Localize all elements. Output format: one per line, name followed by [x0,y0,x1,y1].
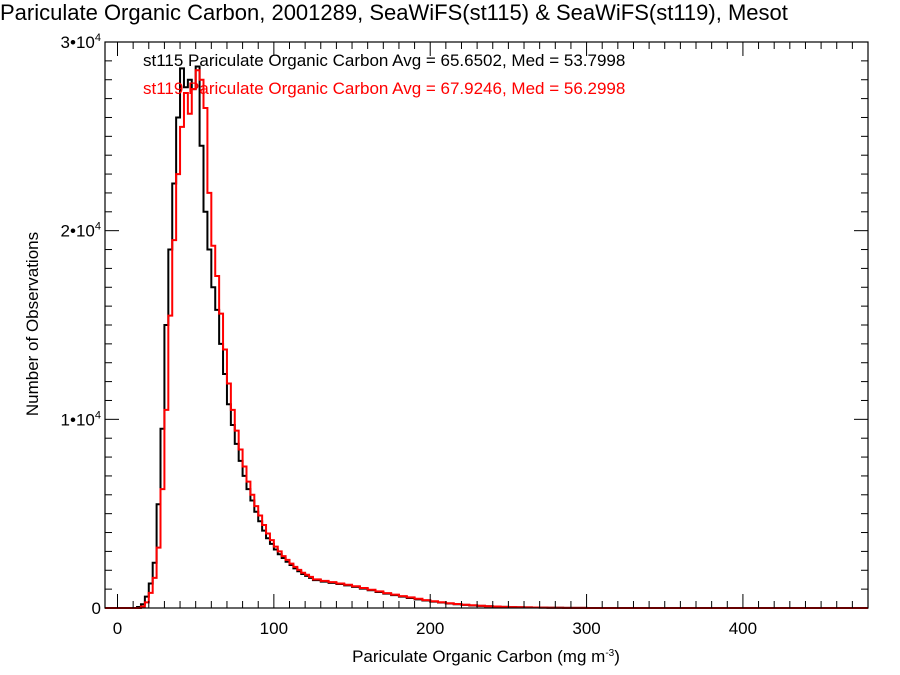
axes: 0 100 200 300 400 0 1•104 2•104 3•104 [61,32,869,638]
x-tick-label: 100 [260,619,288,638]
x-tick-label: 400 [729,619,757,638]
legend-st119: st119 Pariculate Organic Carbon Avg = 67… [143,79,625,98]
plot-area [105,65,868,609]
y-axis-label: Number of Observations [23,232,42,416]
y-tick-label: 0 [92,599,101,618]
x-tick-label: 300 [572,619,600,638]
x-tick-label: 0 [113,619,122,638]
x-tick-label: 200 [416,619,444,638]
histogram-series-st115 [105,65,868,609]
y-tick-label: 3•104 [61,32,101,52]
x-axis-label: Pariculate Organic Carbon (mg m-3) [352,647,620,666]
legend-st115: st115 Pariculate Organic Carbon Avg = 65… [143,51,625,70]
y-tick-label: 2•104 [61,221,101,241]
histogram-series-st119 [105,69,868,609]
chart-title: Pariculate Organic Carbon, 2001289, SeaW… [0,0,788,25]
y-tick-label: 1•104 [61,409,101,429]
